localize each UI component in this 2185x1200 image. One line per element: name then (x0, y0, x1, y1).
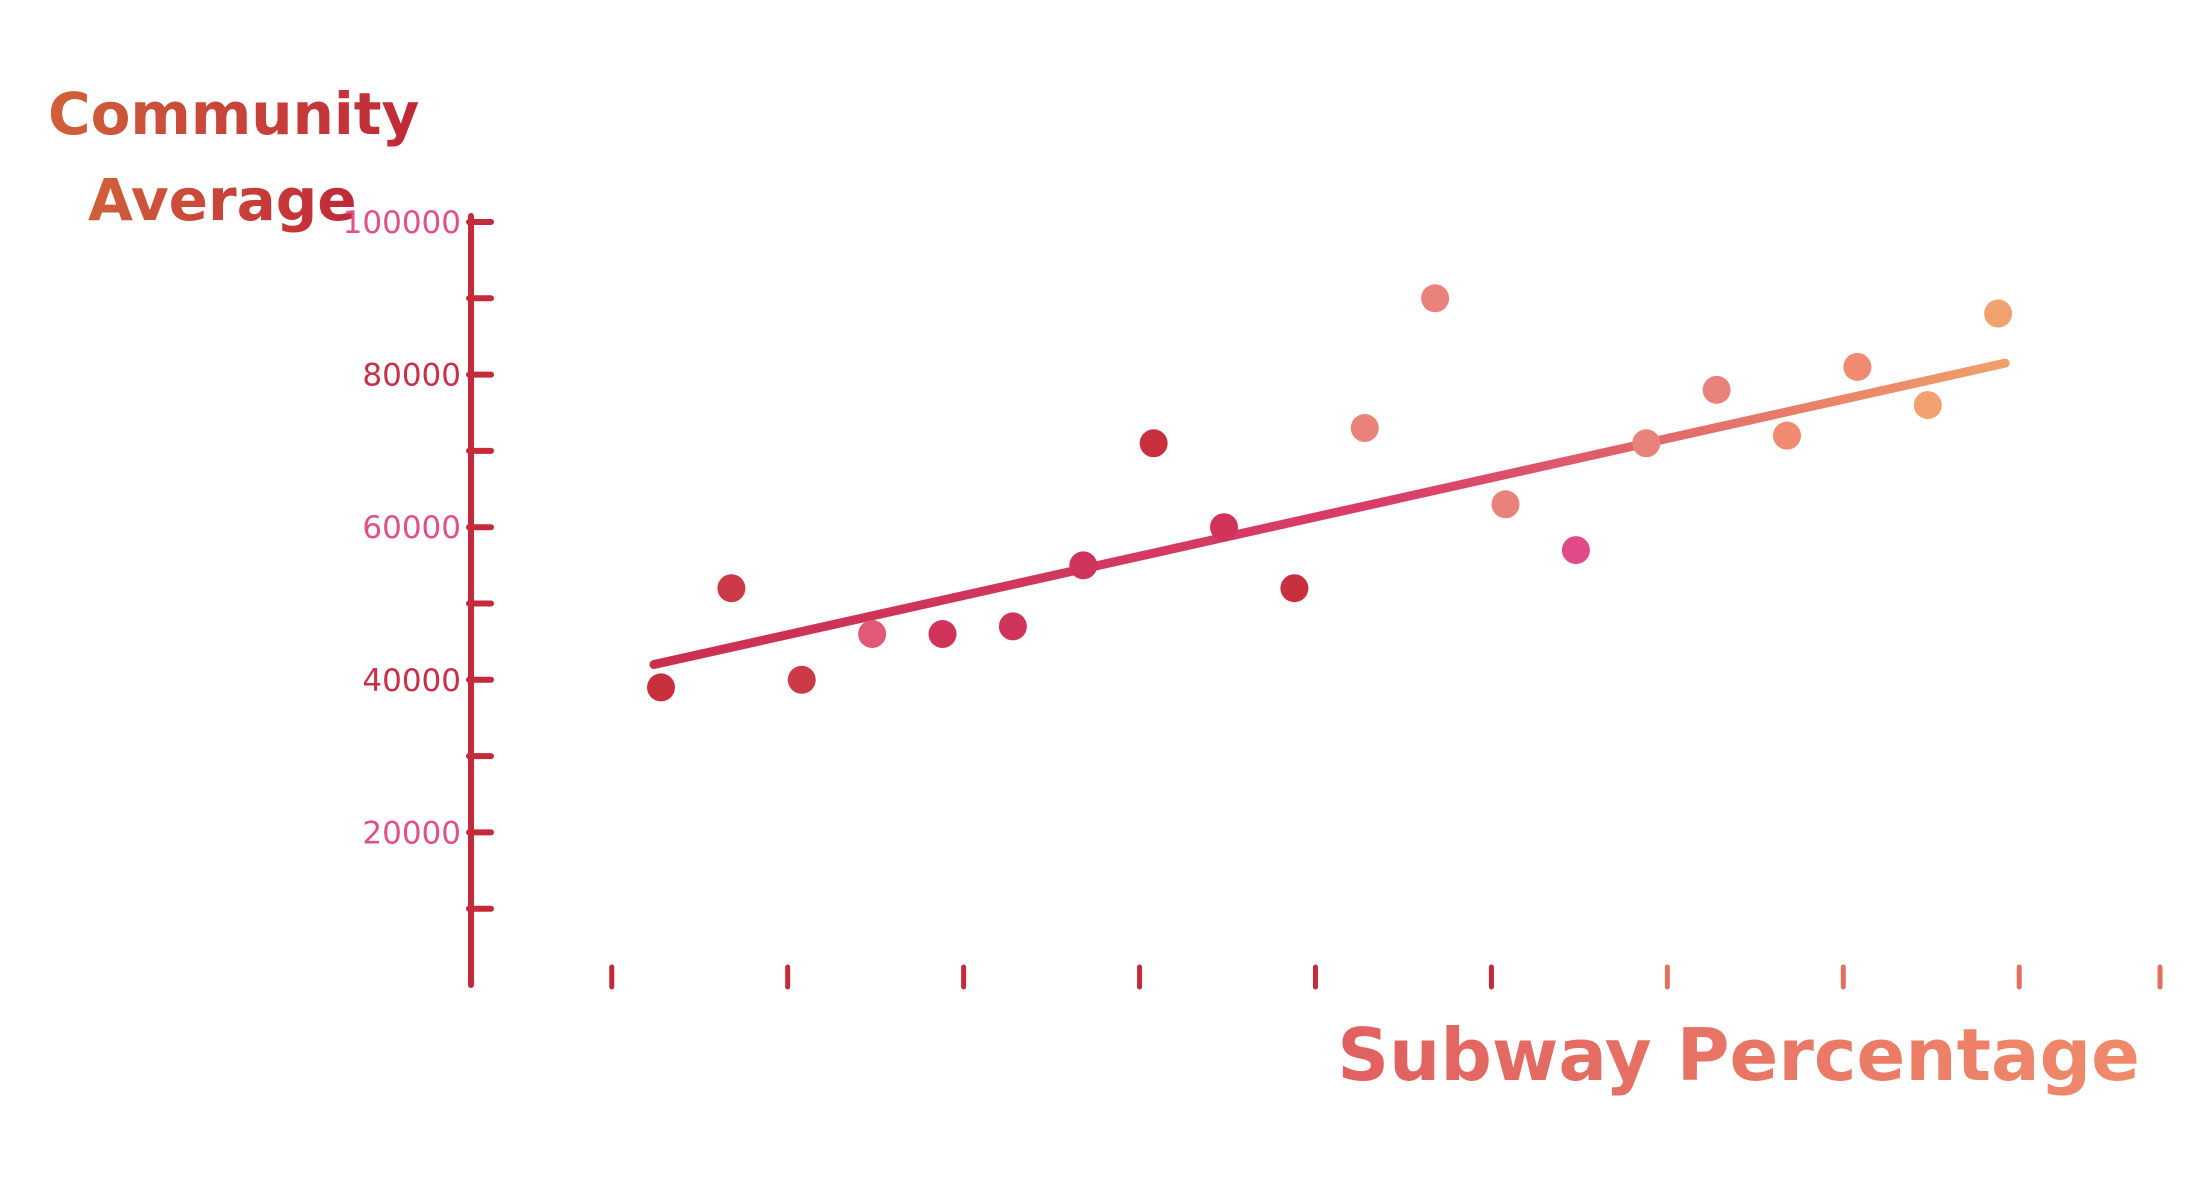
data-point (1913, 391, 1942, 420)
data-point (928, 620, 957, 649)
data-point (647, 673, 676, 702)
y-tick-label: 40000 (362, 663, 461, 699)
data-point (787, 665, 816, 694)
data-point (998, 612, 1027, 641)
y-tick-label: 20000 (362, 815, 461, 851)
data-point (717, 574, 746, 603)
y-axis-title: Community Average (48, 80, 419, 234)
data-point (1843, 352, 1872, 381)
data-points (647, 284, 2013, 702)
x-axis-title: Subway Percentage (1337, 1013, 2140, 1097)
data-point (1069, 551, 1098, 580)
data-point (1210, 513, 1239, 542)
y-axis-title-line-2: Average (88, 166, 357, 234)
data-point (1561, 536, 1590, 565)
data-point (1773, 421, 1802, 450)
data-point (1632, 429, 1661, 458)
data-point (1984, 299, 2013, 328)
trend-line (649, 358, 2010, 670)
data-point (1350, 414, 1379, 443)
y-tick-label: 60000 (362, 510, 461, 546)
data-point (858, 620, 887, 649)
data-point (1491, 490, 1520, 519)
data-point (1139, 429, 1168, 458)
data-point (1702, 375, 1731, 404)
y-axis-ticks: 100000 80000 60000 40000 20000 (343, 205, 494, 912)
data-point (1421, 284, 1450, 313)
y-tick-label: 100000 (343, 205, 461, 241)
y-axis-title-line-1: Community (48, 80, 419, 148)
y-tick-label: 80000 (362, 358, 461, 394)
data-point (1280, 574, 1309, 603)
